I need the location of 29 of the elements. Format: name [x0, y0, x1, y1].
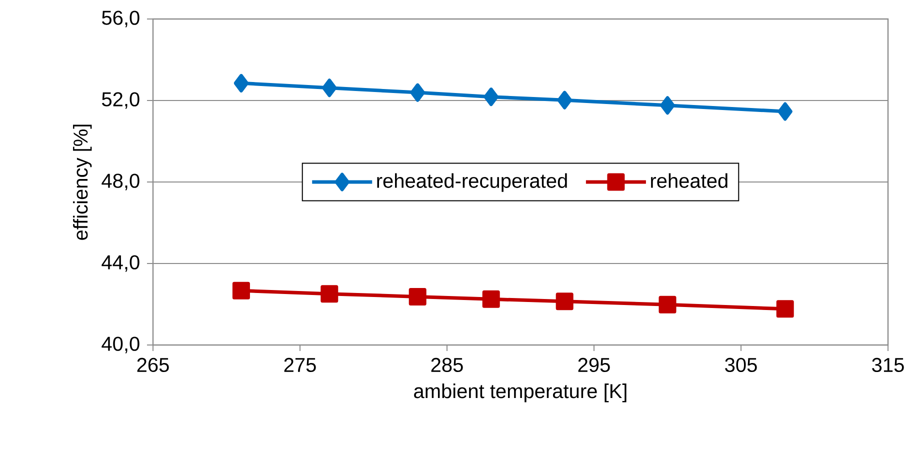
y-tick-label: 48,0 — [102, 174, 140, 190]
x-tick-label: 275 — [284, 358, 316, 372]
point — [776, 300, 794, 318]
point — [660, 96, 675, 115]
point — [778, 102, 792, 121]
x-tick-label: 285 — [431, 358, 463, 372]
point — [410, 83, 425, 102]
x-tick-label: 295 — [578, 358, 610, 372]
x-tick-label: 305 — [725, 358, 757, 372]
y-tick-label: 40,0 — [102, 336, 140, 354]
y-tick-label: 44,0 — [102, 255, 140, 272]
x-axis-title: ambient temperature [K] — [414, 384, 626, 402]
y-axis-title: efficiency [%] — [73, 124, 92, 240]
point — [484, 88, 498, 106]
x-tick-label: 265 — [137, 358, 169, 372]
point — [232, 282, 250, 300]
point — [556, 292, 574, 310]
point — [234, 74, 249, 92]
point — [320, 285, 338, 303]
point — [408, 288, 426, 306]
point — [482, 290, 500, 308]
point — [557, 90, 572, 110]
legend-label: reheated-recuperated — [377, 173, 567, 192]
point — [658, 296, 676, 314]
x-tick-label: 315 — [872, 358, 904, 372]
point — [322, 78, 337, 98]
y-tick-label: 56,0 — [102, 10, 140, 28]
y-tick-label: 52,0 — [102, 92, 140, 109]
legend-label: reheated — [651, 173, 728, 188]
